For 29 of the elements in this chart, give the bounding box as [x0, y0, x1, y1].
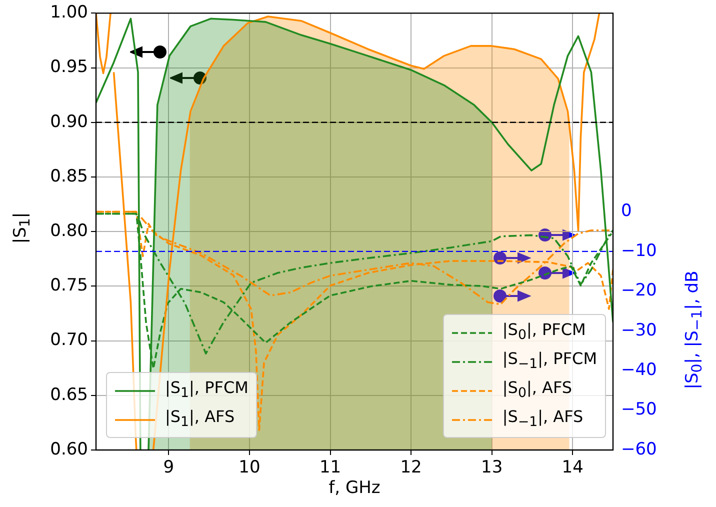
legend-label: |S$_{−1}$|, AFS	[502, 407, 584, 430]
x-tick-label: 11	[319, 458, 342, 478]
y-tick-label: 0.85	[50, 166, 88, 186]
legend-label: |S$_{1}$|, PFCM	[165, 378, 248, 402]
legend-label: |S$_{0}$|, PFCM	[502, 320, 586, 344]
y2-tick-label: −40	[621, 360, 657, 380]
y2-tick-label: −50	[621, 400, 657, 420]
x-tick-label: 10	[238, 458, 260, 478]
y-tick-label: 0.90	[50, 112, 88, 132]
y2-tick-label: 0	[621, 201, 632, 222]
y-tick-label: 0.75	[50, 276, 88, 296]
y2-tick-label: −20	[621, 280, 657, 301]
y-tick-label: 0.95	[50, 57, 88, 78]
x-tick-label: 9	[163, 458, 174, 478]
x-tick-label: 12	[400, 458, 422, 478]
legend-label: |S$_{−1}$|, PFCM	[502, 349, 597, 372]
y2-tick-label: −10	[621, 240, 657, 261]
legend-label: |S$_{0}$|, AFS	[502, 378, 572, 402]
y-tick-label: 0.65	[50, 384, 88, 405]
x-tick-label: 14	[562, 458, 584, 478]
x-axis-title: f, GHz	[328, 478, 382, 498]
y2-tick-label: −30	[621, 320, 657, 340]
x-tick-label: 13	[481, 458, 503, 478]
y-tick-label: 0.60	[50, 439, 88, 460]
y-tick-label: 1.00	[50, 2, 88, 23]
y-tick-label: 0.70	[50, 330, 88, 350]
legend-label: |S$_{1}$|, AFS	[165, 407, 235, 430]
y2-tick-label: −60	[621, 439, 657, 460]
y-tick-label: 0.80	[50, 221, 88, 242]
